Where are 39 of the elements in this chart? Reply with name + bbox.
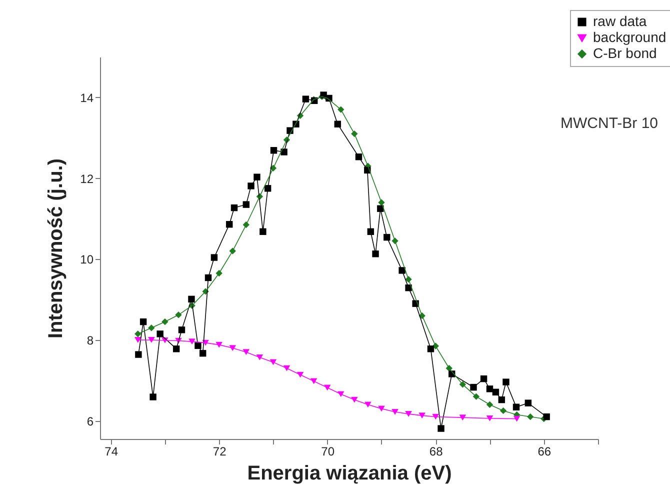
- point: [150, 394, 156, 400]
- point: [513, 416, 520, 422]
- x-tick-label: 74: [104, 444, 118, 458]
- point: [162, 318, 168, 326]
- point: [134, 337, 142, 343]
- point: [229, 345, 236, 351]
- y-tick-label: 8: [86, 333, 94, 348]
- point: [260, 228, 266, 235]
- point: [242, 349, 250, 355]
- legend-label: C-Br bond: [593, 45, 657, 61]
- x-tick-label: 72: [212, 444, 227, 458]
- y-tick-label: 12: [80, 172, 94, 186]
- point: [188, 296, 195, 302]
- point: [438, 425, 444, 432]
- point: [248, 182, 254, 190]
- y-tick-label: 6: [86, 414, 94, 428]
- x-tick-label: 66: [538, 444, 552, 458]
- x-axis-title: Energia wiązania (eV): [247, 462, 452, 484]
- point: [254, 174, 260, 180]
- point: [372, 250, 379, 258]
- legend-label: raw data: [593, 13, 647, 29]
- point: [502, 378, 510, 386]
- y-tick-label: 10: [80, 252, 94, 267]
- point: [135, 351, 142, 358]
- point: [134, 330, 142, 338]
- x-tick-label: 68: [429, 444, 444, 458]
- point: [543, 413, 550, 420]
- annotation: MWCNT-Br 10: [560, 115, 658, 132]
- point: [156, 330, 164, 338]
- y-axis-title: Intensywność (j.u.): [45, 158, 68, 339]
- legend-label: background: [593, 29, 666, 45]
- x-tick-label: 70: [321, 444, 335, 458]
- point: [459, 414, 466, 420]
- point: [364, 402, 372, 408]
- point: [188, 338, 196, 344]
- y-tick-label: 14: [80, 90, 94, 105]
- point: [338, 391, 344, 398]
- point: [418, 412, 426, 418]
- point: [216, 270, 222, 277]
